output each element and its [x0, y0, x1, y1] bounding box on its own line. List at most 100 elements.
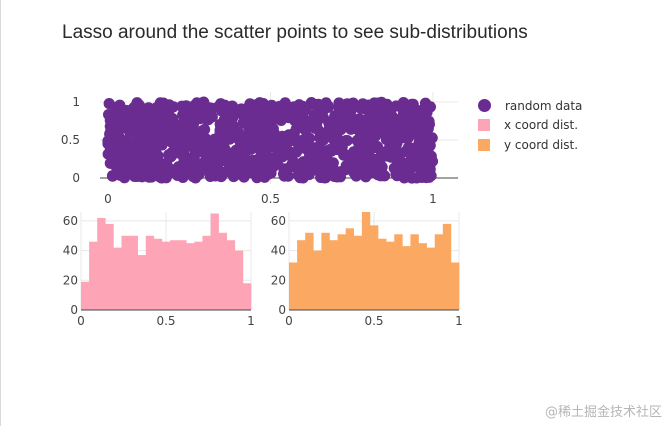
x-hist-bar[interactable]: [81, 281, 90, 310]
scatter-point[interactable]: [380, 146, 392, 158]
scatter-point[interactable]: [417, 139, 429, 151]
scatter-point[interactable]: [276, 145, 288, 157]
y-hist-bar[interactable]: [321, 232, 330, 310]
y-hist-bar[interactable]: [426, 247, 436, 310]
y-hist-bar[interactable]: [305, 232, 314, 310]
scatter-point[interactable]: [283, 112, 295, 124]
y-hist-bar[interactable]: [361, 212, 371, 310]
scatter-point[interactable]: [421, 160, 434, 172]
x-hist-bar[interactable]: [161, 241, 171, 310]
scatter-point[interactable]: [353, 134, 365, 146]
scatter-point[interactable]: [386, 130, 398, 142]
scatter-point[interactable]: [368, 156, 380, 168]
x-hist-bar[interactable]: [194, 241, 203, 310]
y-hist-bar[interactable]: [313, 250, 322, 310]
x-hist-bar[interactable]: [129, 235, 138, 310]
scatter-point[interactable]: [178, 112, 190, 124]
scatter-point[interactable]: [115, 169, 127, 181]
scatter-point[interactable]: [206, 102, 218, 114]
scatter-point[interactable]: [255, 137, 267, 149]
x-hist-bar[interactable]: [242, 283, 252, 310]
scatter-point[interactable]: [423, 118, 435, 130]
scatter-point[interactable]: [288, 129, 300, 141]
scatter-point[interactable]: [303, 168, 315, 181]
scatter-point[interactable]: [348, 117, 360, 129]
y-hist-bar[interactable]: [386, 241, 395, 310]
legend[interactable]: random data x coord dist. y coord dist.: [478, 96, 582, 155]
y-hist-bar[interactable]: [369, 225, 379, 310]
scatter-points[interactable]: [102, 96, 439, 184]
scatter-point[interactable]: [134, 115, 146, 127]
x-hist-bar[interactable]: [137, 255, 147, 310]
x-hist-bar[interactable]: [202, 235, 211, 310]
scatter-point[interactable]: [225, 110, 237, 122]
scatter-point[interactable]: [160, 172, 172, 184]
scatter-point[interactable]: [415, 169, 427, 181]
y-hist-bar[interactable]: [289, 262, 298, 310]
y-hist-bar[interactable]: [418, 243, 427, 310]
scatter-point[interactable]: [163, 101, 175, 113]
scatter-point[interactable]: [339, 118, 351, 130]
scatter-point[interactable]: [213, 157, 225, 169]
scatter-point[interactable]: [266, 112, 278, 124]
scatter-point[interactable]: [106, 170, 119, 182]
scatter-point[interactable]: [324, 143, 337, 155]
scatter-point[interactable]: [391, 170, 403, 182]
x-hist-bar[interactable]: [113, 247, 122, 310]
x-hist-bar[interactable]: [210, 213, 219, 310]
scatter-point[interactable]: [363, 168, 375, 180]
scatter-point[interactable]: [244, 131, 257, 144]
scatter-point[interactable]: [200, 152, 212, 164]
y-hist-bar[interactable]: [378, 238, 387, 310]
x-hist-bar[interactable]: [121, 235, 130, 310]
scatter-point[interactable]: [198, 138, 211, 150]
scatter-point[interactable]: [104, 126, 116, 139]
scatter-point[interactable]: [387, 111, 399, 123]
y-hist-bar[interactable]: [442, 223, 452, 310]
scatter-point[interactable]: [379, 119, 391, 131]
y-hist-bar[interactable]: [297, 240, 306, 310]
scatter-point[interactable]: [368, 142, 380, 154]
scatter-point[interactable]: [129, 150, 141, 162]
y-hist-bar[interactable]: [450, 262, 460, 310]
scatter-point[interactable]: [104, 139, 116, 151]
x-hist-bar[interactable]: [97, 217, 106, 310]
x-hist-bar[interactable]: [153, 238, 163, 310]
y-hist-bar[interactable]: [345, 228, 355, 310]
scatter-point[interactable]: [199, 123, 211, 136]
scatter-point[interactable]: [213, 146, 225, 158]
scatter-point[interactable]: [147, 135, 159, 147]
legend-item-random-data[interactable]: random data: [478, 96, 582, 116]
scatter-point[interactable]: [371, 119, 383, 131]
scatter-point[interactable]: [257, 164, 269, 176]
scatter-point[interactable]: [402, 133, 414, 145]
scatter-point[interactable]: [297, 156, 309, 168]
scatter-point[interactable]: [143, 127, 155, 139]
scatter-point[interactable]: [204, 168, 216, 180]
scatter-point[interactable]: [238, 153, 250, 165]
scatter-point[interactable]: [318, 160, 330, 172]
scatter-point[interactable]: [346, 158, 358, 170]
scatter-point[interactable]: [120, 135, 132, 147]
scatter-point[interactable]: [317, 112, 329, 124]
scatter-point[interactable]: [410, 112, 422, 124]
scatter-point[interactable]: [304, 132, 316, 144]
scatter-point[interactable]: [123, 125, 135, 137]
legend-item-x-coord-dist[interactable]: x coord dist.: [478, 116, 582, 136]
x-hist-bar[interactable]: [218, 232, 228, 310]
scatter-point[interactable]: [375, 108, 387, 120]
x-hist-bar[interactable]: [178, 240, 187, 310]
scatter-point[interactable]: [133, 141, 145, 153]
scatter-point[interactable]: [313, 125, 325, 137]
scatter-point[interactable]: [230, 144, 242, 156]
scatter-point[interactable]: [108, 150, 120, 162]
scatter-point[interactable]: [363, 99, 375, 111]
y-hist-bar[interactable]: [394, 234, 403, 310]
scatter-point[interactable]: [421, 107, 433, 119]
scatter-point[interactable]: [426, 132, 438, 144]
scatter-point[interactable]: [374, 168, 386, 180]
scatter-point[interactable]: [369, 130, 382, 142]
scatter-point[interactable]: [327, 157, 339, 169]
scatter-point[interactable]: [338, 149, 350, 161]
